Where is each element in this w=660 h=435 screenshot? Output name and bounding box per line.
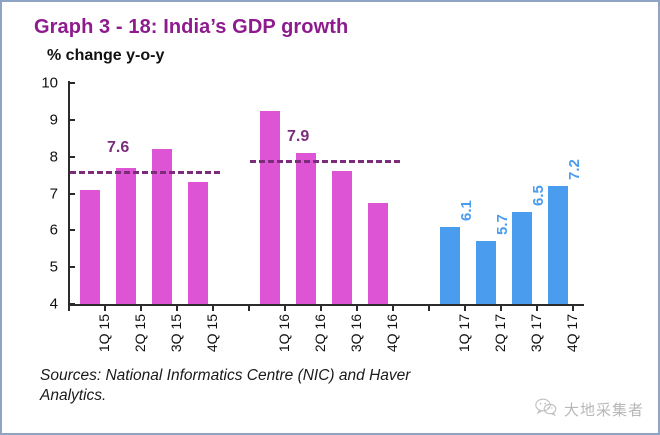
x-axis-tick-mark: [572, 304, 574, 311]
plot-area: 6.1 5.7 6.5 7.2: [68, 83, 583, 304]
bar-1q-16: [260, 110, 280, 304]
x-axis-tick-mark: [68, 304, 70, 311]
y-axis-tick-label: 7: [49, 185, 58, 202]
chart-title: Graph 3 - 18: India’s GDP growth: [34, 16, 349, 38]
x-axis-tick-mark: [176, 304, 178, 311]
x-axis-tick-mark: [356, 304, 358, 311]
x-axis-tick-mark: [536, 304, 538, 311]
average-line-label: 7.6: [107, 139, 130, 157]
x-axis-tick-mark: [320, 304, 322, 311]
y-axis-tick-label: 9: [49, 111, 58, 129]
y-axis-tick-label: 6: [49, 221, 58, 239]
x-axis-tick-mark: [212, 304, 214, 311]
bar-value-label: 6.5: [530, 185, 547, 206]
y-axis-tick-label: 4: [49, 295, 58, 313]
x-axis-tick-mark: [284, 304, 286, 311]
wechat-logo-icon: [535, 398, 557, 421]
bar-1q-15: [80, 189, 100, 304]
y-axis-tick-label: 8: [49, 148, 58, 166]
x-axis-category-label: 2Q 15: [132, 314, 148, 353]
y-axis-tick-mark: [68, 192, 75, 195]
y-axis-tick-label: 5: [49, 258, 58, 276]
x-axis-category-label: 2Q 17: [492, 314, 508, 353]
x-axis-category-label: 4Q 15: [204, 314, 220, 353]
average-line: [70, 171, 220, 175]
x-axis-tick-mark: [104, 304, 106, 311]
x-axis-category-label: 2Q 16: [312, 314, 328, 353]
y-axis-tick-mark: [68, 82, 75, 84]
watermark: 大地采集者: [535, 398, 644, 421]
x-axis-tick-mark: [248, 304, 250, 311]
y-axis-tick-mark: [68, 118, 75, 121]
average-line: [250, 160, 400, 164]
bar-4q-15: [188, 182, 208, 304]
x-axis-category-label: 1Q 15: [96, 314, 112, 353]
x-axis-category-label: 1Q 16: [276, 314, 292, 353]
x-axis-tick-mark: [464, 304, 466, 311]
bar-3q-15: [152, 149, 172, 304]
x-axis-tick-mark: [428, 304, 430, 311]
x-axis-category-label: 3Q 16: [348, 314, 364, 353]
watermark-text: 大地采集者: [563, 402, 644, 419]
bar-3q-17: [512, 211, 532, 304]
bar-value-label: 5.7: [494, 214, 511, 236]
y-axis-tick-mark: [68, 229, 75, 232]
bar-1q-17: [440, 226, 460, 304]
bar-2q-15: [116, 167, 136, 304]
bar-value-label: 7.2: [566, 159, 583, 181]
y-axis-tick-mark: [68, 266, 75, 269]
bar-2q-17: [476, 241, 496, 304]
x-axis-category-label: 3Q 17: [528, 314, 544, 353]
x-axis-line: [68, 304, 584, 306]
y-axis-tick-mark: [68, 303, 75, 305]
x-axis-tick-mark: [140, 304, 142, 311]
bar-2q-16: [296, 152, 316, 304]
bar-3q-16: [332, 171, 352, 304]
source-note: Sources: National Informatics Centre (NI…: [40, 367, 411, 404]
y-axis-tick-mark: [68, 155, 75, 158]
x-axis-tick-mark: [392, 304, 394, 311]
x-axis-tick-mark: [500, 304, 502, 311]
bar-value-label: 6.1: [458, 199, 475, 221]
x-axis-category-label: 3Q 15: [168, 314, 184, 353]
bar-4q-16: [368, 202, 388, 304]
x-axis-category-label: 4Q 16: [384, 314, 400, 353]
y-axis-tick-label: 10: [41, 74, 58, 92]
average-line-label: 7.9: [287, 128, 310, 146]
chart-subtitle: % change y-o-y: [47, 47, 165, 64]
x-axis-category-label: 1Q 17: [456, 314, 472, 353]
x-axis-category-label: 4Q 17: [564, 314, 580, 353]
bar-4q-17: [548, 186, 568, 304]
